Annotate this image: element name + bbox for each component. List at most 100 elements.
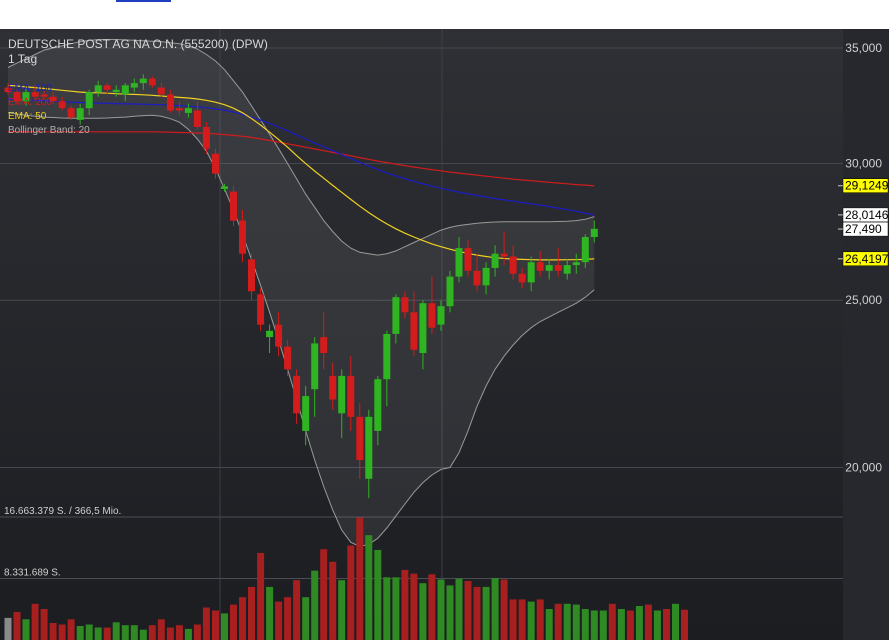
candle-body	[4, 87, 12, 93]
candle-body	[356, 416, 364, 461]
volume-bar	[464, 580, 472, 640]
volume-bar	[4, 617, 12, 640]
volume-bar	[608, 603, 616, 640]
volume-bar	[148, 625, 156, 640]
candle-body	[572, 262, 580, 266]
volume-bar	[22, 619, 30, 640]
volume-bar	[663, 609, 670, 640]
volume-bar	[212, 610, 219, 640]
bollinger-upper	[7, 39, 595, 256]
candle-body	[320, 337, 328, 353]
volume-bar	[455, 578, 463, 640]
volume-bar	[347, 545, 355, 640]
candle-body	[40, 94, 48, 97]
volume-label: 16.663.379 S. / 366,5 Mio.	[4, 506, 121, 517]
chart-subtitle: 1 Tag	[8, 52, 37, 66]
candle-body	[94, 85, 102, 93]
volume-bar	[419, 583, 427, 640]
ema-200-line	[8, 131, 595, 187]
volume-bar	[58, 624, 66, 640]
candle-body	[374, 379, 382, 431]
volume-bar	[401, 569, 409, 640]
candle-body	[338, 375, 346, 414]
axis-panel	[843, 29, 889, 640]
candle-body	[230, 191, 237, 221]
price-tag-box	[842, 221, 889, 237]
price-tag-label: 28,0146	[845, 208, 889, 222]
volume-bar	[329, 561, 337, 640]
volume-bar	[40, 609, 48, 640]
volume-bar	[590, 610, 598, 640]
candle-body	[157, 87, 165, 95]
volume-bar	[184, 628, 192, 640]
candle-body	[401, 297, 409, 313]
volume-bar	[644, 604, 652, 640]
volume-bar	[653, 610, 661, 640]
volume-bar	[581, 609, 589, 640]
legend-entry: EMA: 100	[8, 83, 52, 94]
volume-bar	[221, 613, 228, 640]
candle-body	[464, 248, 472, 271]
volume-bars	[4, 517, 688, 640]
volume-labels: 16.663.379 S. / 366,5 Mio. 8.331.689 S.	[4, 506, 121, 579]
candle-body	[184, 108, 192, 113]
candle-body	[49, 96, 57, 102]
candle-body	[266, 330, 274, 338]
candle-body	[428, 303, 436, 328]
candle-body	[175, 108, 183, 111]
y-tick-label: 20,000	[845, 461, 882, 475]
volume-bar	[626, 610, 634, 640]
volume-bar	[365, 535, 373, 640]
volume-bar	[383, 577, 391, 640]
volume-bar	[599, 610, 607, 640]
volume-label: 8.331.689 S.	[4, 568, 61, 579]
legend-entry: EMA: 50	[8, 111, 47, 122]
candle-body	[455, 248, 463, 277]
legend: EMA: 100 EMA: 200 EMA: 50 Bollinger Band: 2…	[8, 83, 90, 136]
volume-bar	[302, 597, 310, 640]
candle-body	[383, 334, 391, 380]
legend-entry: EMA: 200	[8, 97, 52, 108]
candle-body	[545, 265, 553, 271]
volume-bar	[112, 622, 120, 640]
candle-body	[365, 416, 373, 479]
candle-body	[193, 110, 201, 127]
candle-body	[590, 228, 598, 237]
candle-body	[473, 270, 481, 286]
price-tag-label: 29,1249	[845, 179, 889, 193]
volume-bar	[230, 604, 237, 640]
candle-body	[58, 101, 66, 109]
candle-body	[581, 237, 589, 263]
candle-body	[31, 92, 39, 97]
candle-body	[446, 276, 454, 307]
volume-bar	[166, 627, 174, 640]
top-link-underline[interactable]	[116, 0, 171, 2]
volume-bar	[76, 626, 84, 640]
candle-body	[202, 127, 210, 149]
y-tick-label: 30,000	[845, 157, 882, 171]
volume-bar	[103, 627, 111, 640]
candle-body	[22, 92, 30, 102]
candle-body	[302, 396, 310, 431]
candle-body	[563, 265, 571, 274]
volume-bar	[500, 579, 508, 640]
candle-body	[239, 220, 246, 254]
candle-body	[148, 78, 156, 86]
candle-body	[257, 294, 265, 325]
candle-body	[419, 303, 427, 353]
volume-bar	[175, 625, 183, 640]
candle-body	[166, 94, 174, 111]
price-tag-label: 27,490	[845, 222, 882, 236]
ema-100-line	[7, 98, 595, 216]
volume-bar	[239, 597, 246, 640]
legend-entry: Bollinger Band: 20	[8, 125, 90, 136]
volume-bar	[545, 609, 553, 640]
candle-body	[112, 89, 120, 93]
candle-body	[392, 297, 400, 334]
volume-bar	[293, 580, 301, 640]
volume-bar	[13, 612, 21, 640]
candle-body	[85, 92, 93, 109]
candle-body	[248, 259, 255, 292]
